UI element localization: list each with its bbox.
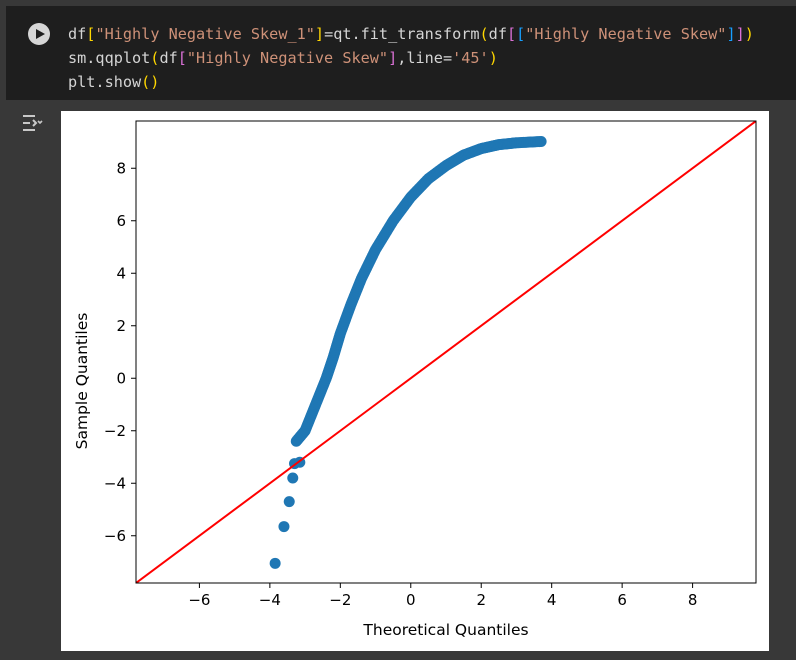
y-tick-label: 8 <box>116 159 126 177</box>
code-token: () <box>141 73 160 91</box>
x-tick-label: −6 <box>188 591 210 609</box>
data-point <box>269 557 281 569</box>
code-cell: df["Highly Negative Skew_1"]=qt.fit_tran… <box>0 0 796 100</box>
code-token: ,line= <box>397 49 453 67</box>
code-token: ] <box>314 25 325 43</box>
data-point <box>535 135 547 147</box>
code-token: "Highly Negative Skew" <box>525 25 727 43</box>
code-line: sm.qqplot(df["Highly Negative Skew"],lin… <box>68 46 754 70</box>
data-point <box>283 496 295 508</box>
code-token: ] <box>735 25 745 43</box>
code-line: plt.show() <box>68 70 754 94</box>
code-token: ( <box>479 25 489 43</box>
code-token: '45' <box>452 49 489 67</box>
y-tick-label: −4 <box>104 474 126 492</box>
code-token: ( <box>150 49 160 67</box>
y-tick-label: 6 <box>116 212 126 230</box>
output-toggle-icon[interactable] <box>18 112 46 136</box>
cell-output: −6 −4 −2 0 2 4 6 8 −6 −4 −2 0 2 4 6 8 Theoretical Quant… <box>61 111 769 651</box>
code-token: "Highly Negative Skew" <box>186 49 389 67</box>
x-tick-label: 4 <box>547 591 557 609</box>
y-tick-label: −2 <box>104 422 126 440</box>
x-tick-label: 0 <box>406 591 416 609</box>
qq-plot: −6 −4 −2 0 2 4 6 8 −6 −4 −2 0 2 4 6 8 Theoretical Quant… <box>73 120 757 639</box>
y-tick-label: 0 <box>116 369 126 387</box>
plot-frame <box>135 120 757 584</box>
y-tick-label: −6 <box>104 527 126 545</box>
code-editor[interactable]: df["Highly Negative Skew_1"]=qt.fit_tran… <box>6 6 796 100</box>
data-point <box>278 521 290 533</box>
code-line: df["Highly Negative Skew_1"]=qt.fit_tran… <box>68 22 754 46</box>
code-token: "Highly Negative Skew_1" <box>95 25 315 43</box>
reference-line <box>136 121 756 583</box>
x-tick-label: 2 <box>476 591 486 609</box>
code-token: sm.qqplot <box>68 49 151 67</box>
code-token: [ <box>516 25 526 43</box>
code-token: df <box>159 49 178 67</box>
x-tick-label: 8 <box>688 591 698 609</box>
x-tick-label: 6 <box>617 591 627 609</box>
code-token: ) <box>744 25 754 43</box>
code-token: ] <box>388 49 398 67</box>
code-token: [ <box>86 25 96 43</box>
code-token: [ <box>177 49 187 67</box>
code-text[interactable]: df["Highly Negative Skew_1"]=qt.fit_tran… <box>68 22 754 94</box>
code-token: df <box>68 25 87 43</box>
x-tick-label: −2 <box>329 591 351 609</box>
y-tick-label: 4 <box>116 264 126 282</box>
code-token: [ <box>506 25 517 43</box>
run-cell-button[interactable] <box>28 23 50 45</box>
x-tick-label: −4 <box>259 591 281 609</box>
code-token: plt.show <box>68 73 142 91</box>
x-axis-label: Theoretical Quantiles <box>362 621 528 639</box>
data-point <box>287 472 299 484</box>
code-token: ] <box>726 25 736 43</box>
code-token: =qt.fit_transform <box>324 25 480 43</box>
code-token: ) <box>488 49 498 67</box>
collapse-output-icon <box>23 115 43 131</box>
code-token: df <box>488 25 507 43</box>
y-tick-label: 2 <box>116 317 126 335</box>
y-axis-label: Sample Quantiles <box>73 313 91 450</box>
